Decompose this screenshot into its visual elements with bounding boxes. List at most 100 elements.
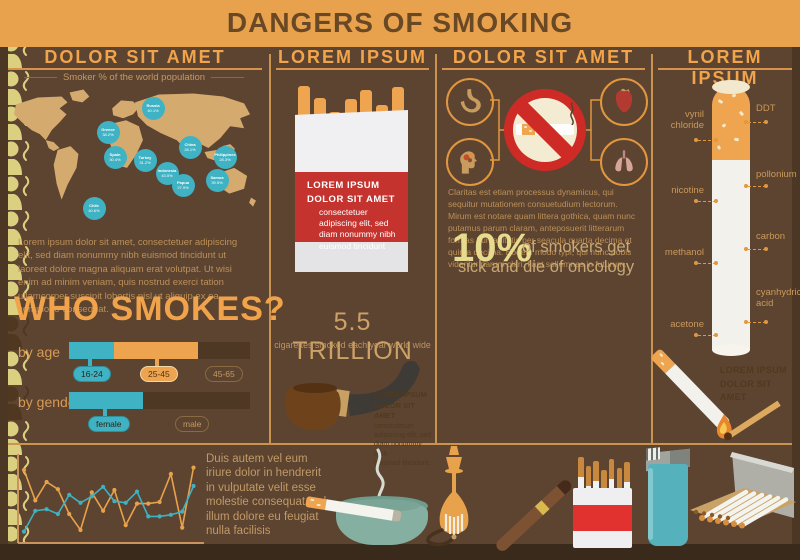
chemical-label-vynil-chloride: vynil chloride <box>670 109 704 131</box>
oncology-stat-line1: of smokers get <box>522 238 631 256</box>
column-divider <box>651 54 653 443</box>
map-bubble-turkey: Turkey 31.2% <box>133 148 157 172</box>
cigarette-pack-label: LOREM IPSUM DOLOR SIT AMET consectetuer a… <box>295 172 408 251</box>
map-bubble-philippines: Philippines 28.3% <box>213 145 237 169</box>
leader-dot <box>714 199 718 203</box>
caption-line-right <box>211 77 244 78</box>
map-bubble-chile: Chile 40.6% <box>82 196 106 220</box>
leader-dot <box>764 247 768 251</box>
chemical-leader <box>698 140 716 141</box>
bottom-cigarette-pack <box>573 488 632 548</box>
tag-stem <box>88 359 92 366</box>
pack-label-body: consectetuer adipiscing elit, sed diam non… <box>319 206 396 251</box>
map-bubble-samoa: Samoa 39.5% <box>205 168 229 192</box>
chemical-label-carbon: carbon <box>756 231 786 242</box>
left-margin <box>0 47 8 544</box>
chemical-label-acetone: acetone <box>670 319 704 330</box>
chemical-label-cyanhydric-acid: cyanhydric acid <box>756 287 800 309</box>
leader-dot <box>764 320 768 324</box>
bar-segment-25-45 <box>114 342 198 359</box>
column4-note-line1: LOREM IPSUM <box>720 365 787 375</box>
column-divider <box>269 54 271 443</box>
chemical-leader <box>698 335 716 336</box>
leader-dot <box>694 199 698 203</box>
leader-dot <box>764 184 768 188</box>
sign-smoke-icon <box>570 102 574 125</box>
brain-icon <box>460 151 477 174</box>
leader-dot <box>764 120 768 124</box>
column2-header-rule <box>276 68 429 70</box>
bubble-percent: 28.1% <box>184 147 196 152</box>
bar-segment-male <box>143 392 250 409</box>
bar-tag-16-24: 16-24 <box>73 366 111 382</box>
no-smoking-sign <box>504 89 586 171</box>
bubble-country: Indonesia <box>157 167 177 173</box>
bubble-percent: 38.2% <box>102 132 114 137</box>
bubble-country: Greece <box>101 126 115 132</box>
column2-header: LOREM IPSUM <box>277 47 427 67</box>
heart-circle <box>600 78 648 126</box>
map-bubbles-layer: Russia 40.1% Greece 38.2% Spain 30.4% Turkey 31… <box>10 88 258 220</box>
oncology-stat-value: 10% <box>452 226 533 270</box>
chemical-leader <box>748 186 766 187</box>
bar-tag-45-65: 45-65 <box>205 366 243 382</box>
bubble-country: Samoa <box>210 174 224 180</box>
column3-header: DOLOR SIT AMET <box>452 47 635 67</box>
bubble-percent: 28.3% <box>219 157 231 162</box>
lighter-body <box>648 464 688 546</box>
column1-header-rule <box>8 68 262 70</box>
column4-note-line2: DOLOR SIT AMET <box>720 378 772 403</box>
bubble-percent: 39.5% <box>211 180 223 185</box>
horizontal-divider <box>8 443 792 445</box>
gender-bar <box>69 392 250 409</box>
poster-title: DANGERS OF SMOKING <box>226 7 574 38</box>
chemical-leader <box>698 201 716 202</box>
column3-header-rule <box>442 68 645 70</box>
chemical-leader <box>698 263 716 264</box>
map-caption-text: Smoker % of the world population <box>62 72 206 83</box>
right-margin <box>792 47 800 544</box>
bubble-country: Papua <box>176 179 189 185</box>
map-bubble-spain: Spain 30.4% <box>103 145 127 169</box>
age-bar <box>69 342 250 359</box>
bubble-percent: 40.1% <box>147 108 159 113</box>
oncology-stat-line2: sick and die of oncology <box>458 258 635 276</box>
tobacco-pipe-icon <box>284 360 420 431</box>
leader-dot <box>744 320 748 324</box>
caption-line-left <box>24 77 57 78</box>
bottom-paragraph: Duis autem vel eum iriure dolor in hendr… <box>206 453 327 538</box>
bar-tag-female: female <box>88 416 130 432</box>
bubble-country: Russia <box>146 102 160 108</box>
hookah-icon <box>426 446 469 547</box>
chemical-label-nicotine: nicotine <box>671 185 704 196</box>
sign-cigarette-filter <box>522 124 535 135</box>
leader-dot <box>694 138 698 142</box>
leader-dot <box>744 184 748 188</box>
bottom-pack-cigarette <box>593 461 605 492</box>
bottom-pack-red-band <box>573 505 632 531</box>
chemical-leader <box>748 249 766 250</box>
column1-header: DOLOR SIT AMET <box>44 47 226 67</box>
by-gender-label: by gender <box>18 394 81 410</box>
chemical-label-DDT: DDT <box>756 103 776 114</box>
heart-icon <box>615 88 633 113</box>
chemical-leader <box>748 322 766 323</box>
by-age-label: by age <box>18 344 61 360</box>
cigarette-filter <box>712 86 750 160</box>
lighter-flint-wheel <box>646 447 660 461</box>
trillion-caption: cigarettes smoked each year world wide <box>274 340 431 350</box>
column4-note: LOREM IPSUM DOLOR SIT AMET <box>720 364 792 405</box>
bar-segment-45-65 <box>197 342 250 359</box>
who-smokes-title: WHO SMOKES? <box>14 290 286 328</box>
tag-stem <box>103 409 107 416</box>
brain-circle <box>446 138 494 186</box>
leader-dot <box>714 261 718 265</box>
lungs-circle <box>600 138 648 186</box>
cigarette-top-ellipse <box>712 80 750 94</box>
bubble-percent: 30.4% <box>109 157 121 162</box>
pack-label-line2: DOLOR SIT AMET <box>307 193 395 205</box>
map-bubble-russia: Russia 40.1% <box>141 96 165 120</box>
trillion-stat: 5.5 TRILLION <box>292 308 413 365</box>
column1-paragraph: Lorem ipsum dolor sit amet, consectetuer… <box>18 237 238 316</box>
